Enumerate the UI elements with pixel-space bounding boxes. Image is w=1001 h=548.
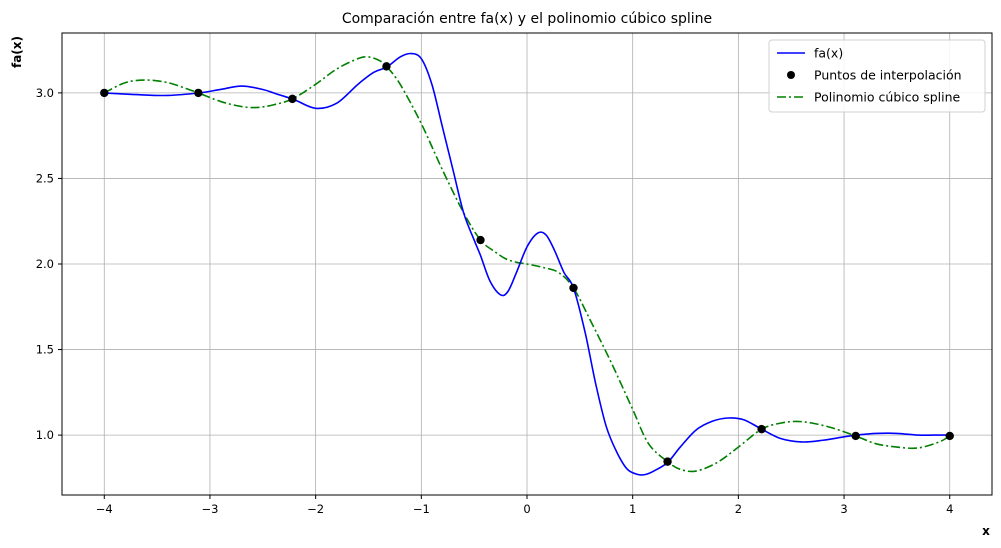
x-tick-label: 2 [735,502,742,516]
legend-label-fa: fa(x) [814,46,843,61]
interpolation-point [100,88,109,98]
y-tick-label: 3.0 [36,86,54,100]
y-tick-label: 2.5 [36,171,54,185]
x-tick-label: −2 [307,502,324,516]
x-tick-label: −4 [96,502,113,516]
interpolation-point [569,283,578,293]
interpolation-point [288,94,297,104]
interpolation-point [757,424,766,434]
y-tick-label: 2.0 [36,257,54,271]
x-tick-label: −3 [201,502,218,516]
legend-box [768,39,986,113]
x-tick-label: −1 [413,502,430,516]
interpolation-point [663,457,672,466]
legend: fa(x) Puntos de interpolación Polinomio … [768,39,986,113]
x-tick-label: 1 [629,502,636,516]
x-tick-label: 0 [523,502,530,516]
x-tick-label: 4 [946,502,953,516]
interpolation-point [194,88,203,98]
interpolation-point [476,235,485,245]
legend-label-points: Puntos de interpolación [814,68,962,83]
y-tick-label: 1.5 [36,343,54,357]
plot-area [100,52,954,476]
spline-line [103,56,951,473]
x-axis-label: x [982,524,990,538]
chart-title: Comparación entre fa(x) y el polinomio c… [342,11,712,27]
legend-label-spline: Polinomio cúbico spline [814,90,961,105]
x-axis: −4 −3 −2 −1 0 1 2 3 4 [96,495,953,516]
fa-line [104,52,950,476]
y-axis-label: fa(x) [10,36,24,68]
y-axis: 1.0 1.5 2.0 2.5 3.0 [36,86,62,442]
legend-swatch-points [787,71,795,79]
interpolation-point [945,431,954,441]
interpolation-point [851,431,860,441]
y-tick-label: 1.0 [36,428,54,442]
x-tick-label: 3 [840,502,847,516]
interpolation-point [382,62,391,71]
